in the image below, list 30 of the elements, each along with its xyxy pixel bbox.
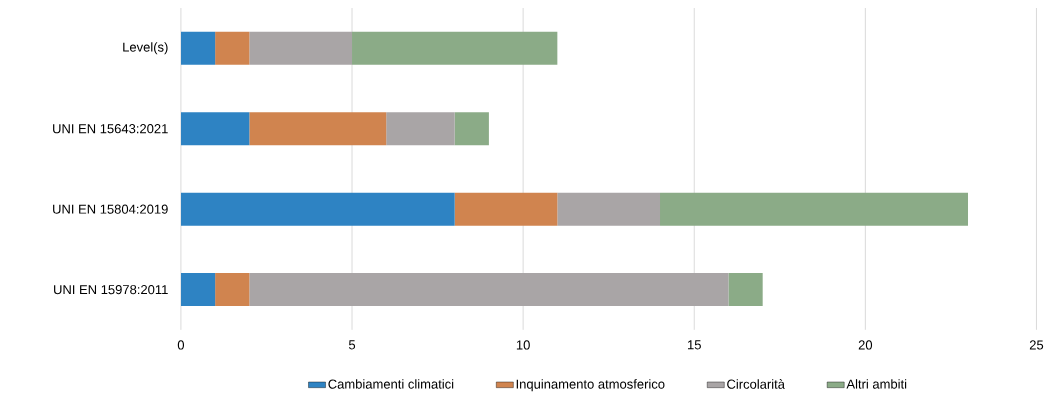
bar [215,273,250,307]
x-tick-label: 5 [348,340,356,350]
bar [386,112,455,146]
bar [180,31,216,65]
bar [728,273,763,307]
bar [180,192,455,226]
y-tick-label: Level(s) [123,42,168,55]
y-tick-label: UNI EN 15643:2021 [53,124,168,134]
legend-label: Inquinamento atmosferico [516,379,665,392]
bar [557,192,661,226]
bar [249,273,729,307]
x-tick-label: 10 [516,340,530,350]
x-tick-label: 25 [1029,340,1044,350]
bar [180,273,216,307]
x-tick-label: 0 [177,340,185,350]
bar [660,192,969,226]
legend-label: Circolarità [727,379,785,389]
bar [215,31,250,65]
legend-label: Altri ambiti [846,379,907,389]
bar [249,31,353,65]
bar [454,192,558,226]
bar [454,112,489,146]
y-tick-label: UNI EN 15978:2011 [54,285,168,295]
bar [352,31,558,65]
x-tick-label: 20 [858,340,873,350]
legend-label: Cambiamenti climatici [328,379,454,389]
y-tick-label: UNI EN 15804:2019 [53,204,168,214]
bar [249,112,387,146]
bar [180,112,250,146]
x-tick-label: 15 [688,340,701,350]
